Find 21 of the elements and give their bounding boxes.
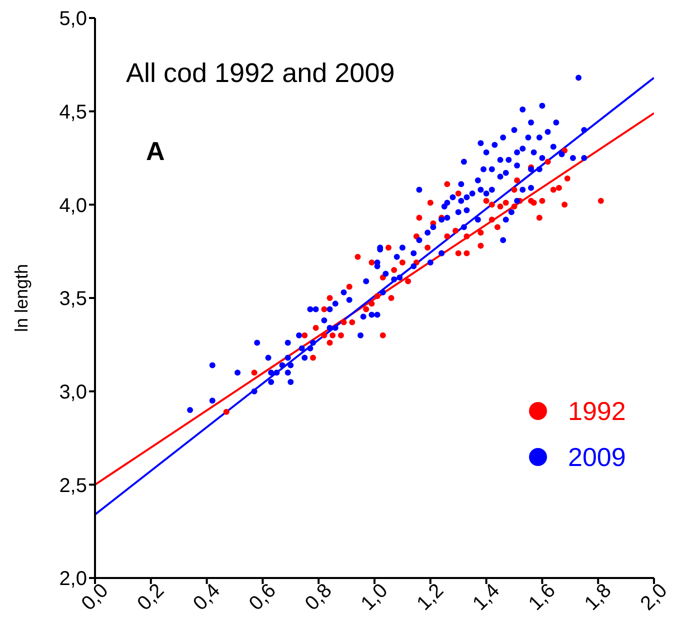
y-axis-title: ln length	[11, 264, 32, 332]
y-tick-label: 4,5	[59, 101, 87, 124]
text: All cod 1992 and 2009	[126, 58, 395, 89]
y-tick-label: 3,5	[59, 288, 87, 310]
y-tick-label: 3,0	[59, 381, 87, 404]
x-tick-label: 0,6	[245, 580, 280, 615]
x-tick-label: 2,0	[636, 580, 672, 615]
x-tick-label: 1,4	[468, 580, 504, 615]
x-tick-label: 1,6	[524, 580, 560, 615]
x-tick-label: 0,2	[133, 580, 169, 615]
annotation: A	[146, 136, 165, 167]
y-tick-label: 4,0	[59, 194, 87, 217]
y-tick-label: 2,5	[59, 474, 87, 497]
legend-label: 2009	[568, 442, 626, 472]
x-tick-label: 0,8	[301, 580, 336, 615]
x-tick-label: 0,4	[189, 580, 224, 615]
x-tick-label: 1,8	[580, 580, 616, 615]
y-tick-label: 5,0	[59, 8, 87, 30]
legend-label: 1992	[568, 396, 626, 426]
x-tick-label: 1,0	[356, 580, 392, 615]
x-tick-label: 1,2	[412, 580, 448, 615]
